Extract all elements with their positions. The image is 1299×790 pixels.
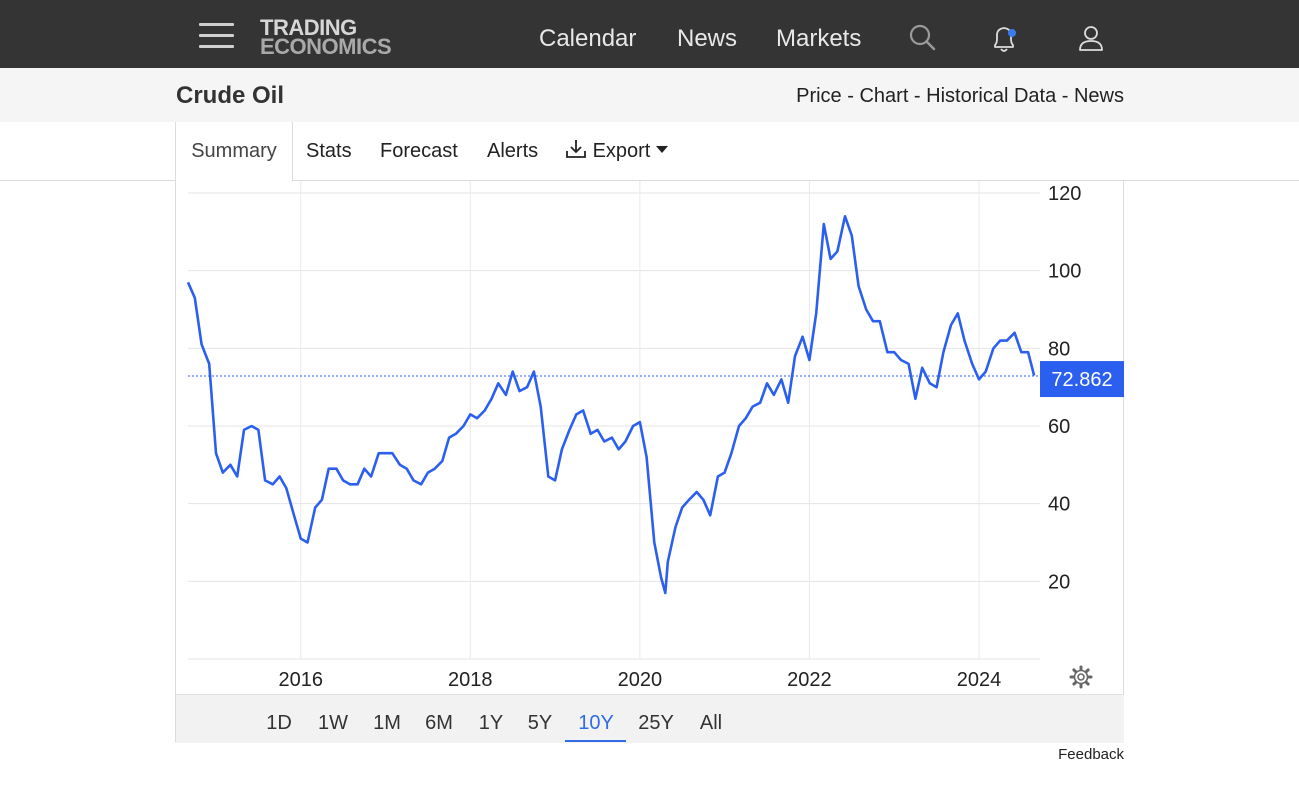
period-1w[interactable]: 1W (318, 712, 348, 734)
period-1d[interactable]: 1D (266, 712, 292, 734)
link-price[interactable]: Price (796, 85, 842, 107)
logo-line1: TRADING (260, 15, 357, 40)
link-separator: - (908, 85, 927, 107)
tab-stats[interactable]: Stats (306, 140, 352, 162)
section-links: Price - Chart - Historical Data - News (796, 84, 1124, 108)
logo-line2: ECONOMICS (260, 34, 392, 59)
tab-alerts[interactable]: Alerts (487, 140, 539, 162)
feedback-link[interactable]: Feedback (1058, 746, 1124, 763)
nav-calendar[interactable]: Calendar (539, 25, 637, 52)
link-historical-data[interactable]: Historical Data (926, 85, 1057, 107)
menu-icon[interactable] (199, 23, 234, 49)
period-5y[interactable]: 5Y (527, 712, 553, 734)
active-period-indicator (565, 740, 626, 742)
x-tick-label: 2022 (787, 669, 832, 691)
link-news[interactable]: News (1073, 85, 1124, 107)
period-selector (176, 694, 1124, 743)
period-all[interactable]: All (699, 712, 723, 734)
y-tick-label: 60 (1048, 416, 1070, 438)
x-tick-label: 2020 (618, 669, 663, 691)
chart-settings-icon[interactable] (1069, 665, 1093, 689)
y-tick-label: 80 (1048, 338, 1070, 360)
period-1y[interactable]: 1Y (478, 712, 504, 734)
top-navigation-bar: TRADING ECONOMICS Calendar News Markets (0, 0, 1299, 68)
instrument-header (0, 68, 1299, 122)
user-icon[interactable] (1075, 22, 1107, 54)
y-tick-label: 120 (1048, 183, 1081, 205)
x-tick-label: 2018 (448, 669, 493, 691)
tab-export[interactable]: Export (565, 122, 668, 180)
nav-news[interactable]: News (677, 25, 738, 52)
last-price-value: 72.862 (1051, 369, 1112, 391)
link-separator: - (1056, 85, 1074, 107)
x-tick-label: 2016 (279, 669, 324, 691)
page-title: Crude Oil (176, 82, 285, 109)
period-10y[interactable]: 10Y (578, 712, 614, 734)
caret-down-icon (655, 146, 668, 153)
period-25y[interactable]: 25Y (638, 712, 674, 734)
period-1m[interactable]: 1M (373, 712, 401, 734)
tab-summary[interactable]: Summary (175, 122, 293, 182)
y-tick-label: 100 (1048, 261, 1081, 283)
tabs-row (0, 122, 1299, 181)
x-tick-label: 2024 (957, 669, 1002, 691)
price-chart[interactable]: 2016 2018 2020 2022 2024 20 40 60 80 100 120 72.8… (176, 181, 1125, 695)
link-chart[interactable]: Chart (859, 85, 909, 107)
bell-icon[interactable] (988, 22, 1020, 54)
last-price-badge (1040, 361, 1124, 398)
search-icon[interactable] (906, 22, 938, 54)
y-tick-label: 20 (1048, 571, 1070, 593)
download-icon (566, 140, 586, 158)
price-series-line (186, 215, 1036, 595)
nav-markets[interactable]: Markets (776, 25, 862, 52)
period-6m[interactable]: 6M (425, 712, 453, 734)
export-label: Export (592, 140, 651, 162)
tab-forecast[interactable]: Forecast (380, 140, 458, 162)
site-logo[interactable]: TRADING ECONOMICS (260, 17, 425, 59)
y-tick-label: 40 (1048, 494, 1070, 516)
link-separator: - (841, 85, 860, 107)
